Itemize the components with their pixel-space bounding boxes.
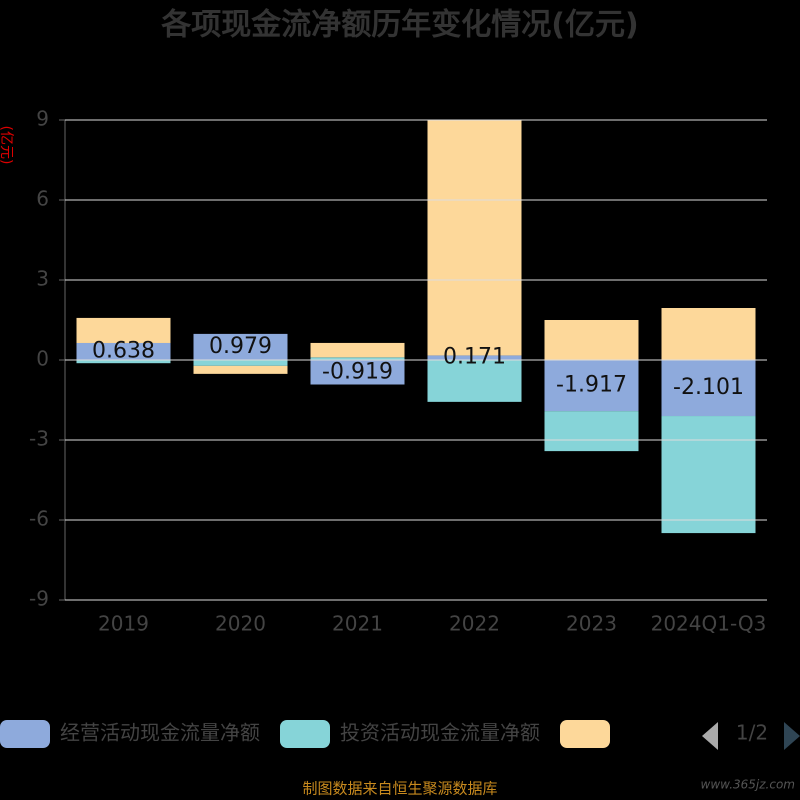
bar (544, 320, 639, 360)
bar (544, 360, 639, 412)
legend-next[interactable] (784, 722, 800, 750)
legend-swatch (0, 720, 50, 748)
bar (544, 411, 639, 452)
y-tick-label: 3 (36, 267, 49, 291)
labels: 0.638 0.979 -0.919 0.171 -1.917 -2.101 (92, 334, 744, 400)
legend-label: 经营活动现金流量净额 (60, 721, 260, 745)
bar (427, 120, 522, 356)
bar (76, 342, 171, 360)
bar (661, 308, 756, 360)
data-label: 0.638 (92, 338, 155, 363)
watermark: www.365jz.com (701, 778, 795, 792)
footer: 制图数据来自恒生聚源数据库 (302, 780, 497, 798)
data-label: 0.979 (209, 334, 272, 359)
bar (310, 357, 405, 360)
bar (427, 355, 522, 360)
chart-title: 各项现金流净额历年变化情况(亿元) (160, 8, 638, 43)
plot (76, 120, 756, 534)
y-axis-label: (亿元) (0, 126, 14, 165)
y-tick-label: -6 (29, 507, 49, 531)
x-tick-label: 2019 (98, 612, 149, 636)
legend-swatch (560, 720, 610, 748)
data-label: -2.101 (673, 375, 744, 400)
bar (193, 360, 288, 366)
x-tick-label: 2024Q1-Q3 (651, 612, 767, 636)
x-tick-label: 2020 (215, 612, 266, 636)
y-tick-label: 6 (36, 187, 49, 211)
legend-label: 投资活动现金流量净额 (340, 721, 540, 745)
x-tick-label: 2023 (566, 612, 617, 636)
bar (661, 416, 756, 534)
bar (76, 317, 171, 343)
data-label: -1.917 (556, 373, 627, 398)
y-tick-label: 9 (36, 107, 49, 131)
y-tick-label: 0 (36, 347, 49, 371)
legend-swatch (280, 720, 330, 748)
bar (427, 360, 522, 402)
bar (310, 360, 405, 385)
legend-page: 1/2 (736, 721, 768, 745)
bar (193, 365, 288, 374)
bar (193, 333, 288, 360)
data-label: -0.919 (322, 359, 393, 384)
data-label: 0.171 (443, 345, 506, 370)
x-tick-label: 2021 (332, 612, 383, 636)
y-tick-label: -3 (29, 427, 49, 451)
legend-prev[interactable] (702, 722, 718, 750)
y-tick-label: -9 (29, 587, 49, 611)
bar (661, 360, 756, 417)
bar (310, 342, 405, 358)
x-tick-label: 2022 (449, 612, 500, 636)
bar (76, 360, 171, 364)
